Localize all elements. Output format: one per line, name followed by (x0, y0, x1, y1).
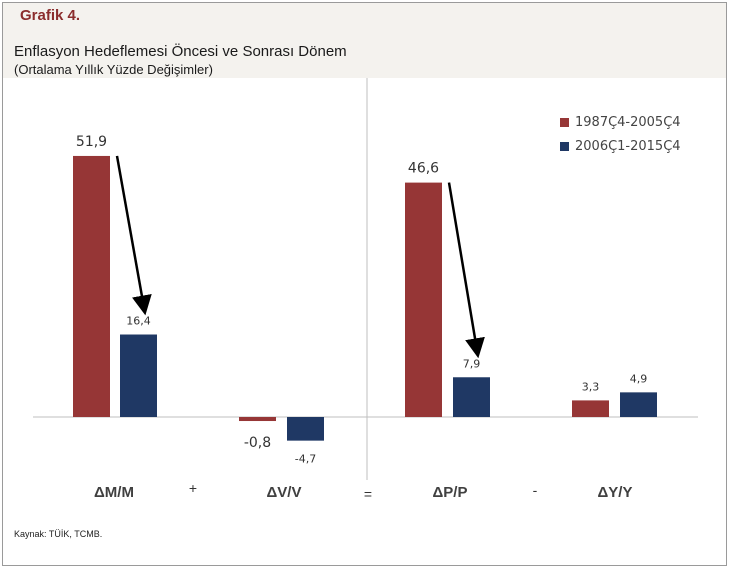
data-label-series-1-2: 46,6 (408, 161, 439, 177)
chart-number-label: Grafik 4. (20, 7, 81, 24)
legend-label-series-2: 2006Ç1-2015Ç4 (575, 138, 681, 154)
data-label-series-1-3: 3,3 (582, 380, 600, 393)
category-label-0: ΔM/M (94, 484, 134, 501)
legend-swatch-series-2 (560, 141, 569, 151)
data-label-series-2-3: 4,9 (630, 372, 648, 385)
category-label-1: ΔV/V (267, 484, 302, 501)
bar-series-1-3 (572, 400, 609, 417)
trend-arrow-1 (447, 182, 485, 359)
bar-series-2-3 (620, 392, 657, 417)
data-label-series-2-2: 7,9 (463, 357, 481, 370)
bar-series-1-1 (239, 417, 276, 422)
operator-1: = (364, 486, 372, 502)
chart-subtitle: (Ortalama Yıllık Yüzde Değişimler) (14, 62, 213, 77)
legend-item-series-1: 1987Ç4-2005Ç4 (560, 110, 681, 134)
trend-arrow-0 (115, 155, 152, 316)
bar-series-1-0 (73, 155, 110, 417)
bar-series-2-0 (120, 334, 157, 417)
header-band (3, 3, 726, 78)
data-label-series-1-1: -0,8 (244, 435, 271, 451)
bar-series-2-1 (287, 417, 324, 441)
legend: 1987Ç4-2005Ç4 2006Ç1-2015Ç4 (560, 110, 681, 158)
legend-item-series-2: 2006Ç1-2015Ç4 (560, 134, 681, 158)
category-label-3: ΔY/Y (598, 484, 633, 501)
data-label-series-2-1: -4,7 (295, 453, 316, 466)
data-label-series-1-0: 51,9 (76, 134, 107, 150)
operator-2: - (533, 482, 538, 498)
category-label-2: ΔP/P (433, 484, 468, 501)
legend-label-series-1: 1987Ç4-2005Ç4 (575, 114, 681, 130)
chart-title: Enflasyon Hedeflemesi Öncesi ve Sonrası … (14, 43, 347, 60)
bar-series-1-2 (405, 182, 442, 417)
source-note: Kaynak: TÜİK, TCMB. (14, 529, 103, 539)
data-label-series-2-0: 16,4 (126, 315, 151, 328)
legend-swatch-series-1 (560, 117, 569, 127)
operator-0: + (189, 480, 197, 496)
bar-series-2-2 (453, 377, 490, 417)
